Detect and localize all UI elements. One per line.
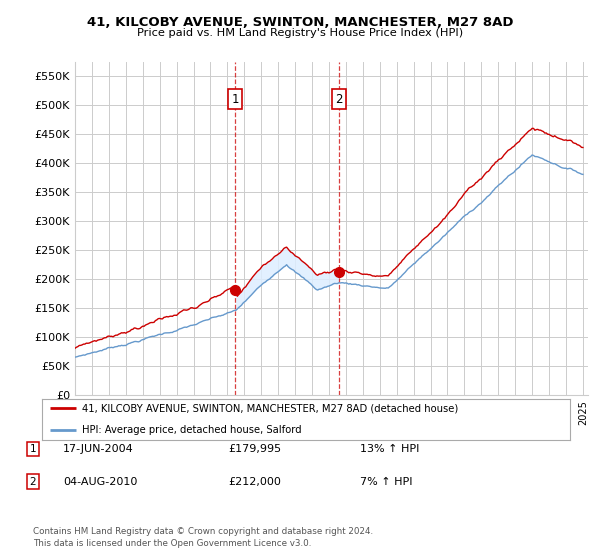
Text: Price paid vs. HM Land Registry's House Price Index (HPI): Price paid vs. HM Land Registry's House … [137, 28, 463, 38]
Text: 13% ↑ HPI: 13% ↑ HPI [360, 444, 419, 454]
Text: 17-JUN-2004: 17-JUN-2004 [63, 444, 134, 454]
Text: 2: 2 [335, 93, 343, 106]
Text: 04-AUG-2010: 04-AUG-2010 [63, 477, 137, 487]
Text: This data is licensed under the Open Government Licence v3.0.: This data is licensed under the Open Gov… [33, 539, 311, 548]
Text: Contains HM Land Registry data © Crown copyright and database right 2024.: Contains HM Land Registry data © Crown c… [33, 528, 373, 536]
Text: 7% ↑ HPI: 7% ↑ HPI [360, 477, 413, 487]
Text: £212,000: £212,000 [228, 477, 281, 487]
Text: £179,995: £179,995 [228, 444, 281, 454]
Text: 41, KILCOBY AVENUE, SWINTON, MANCHESTER, M27 8AD (detached house): 41, KILCOBY AVENUE, SWINTON, MANCHESTER,… [82, 403, 458, 413]
Text: 1: 1 [29, 444, 37, 454]
Text: 2: 2 [29, 477, 37, 487]
Text: HPI: Average price, detached house, Salford: HPI: Average price, detached house, Salf… [82, 424, 301, 435]
Text: 41, KILCOBY AVENUE, SWINTON, MANCHESTER, M27 8AD: 41, KILCOBY AVENUE, SWINTON, MANCHESTER,… [87, 16, 513, 29]
Text: 1: 1 [232, 93, 239, 106]
